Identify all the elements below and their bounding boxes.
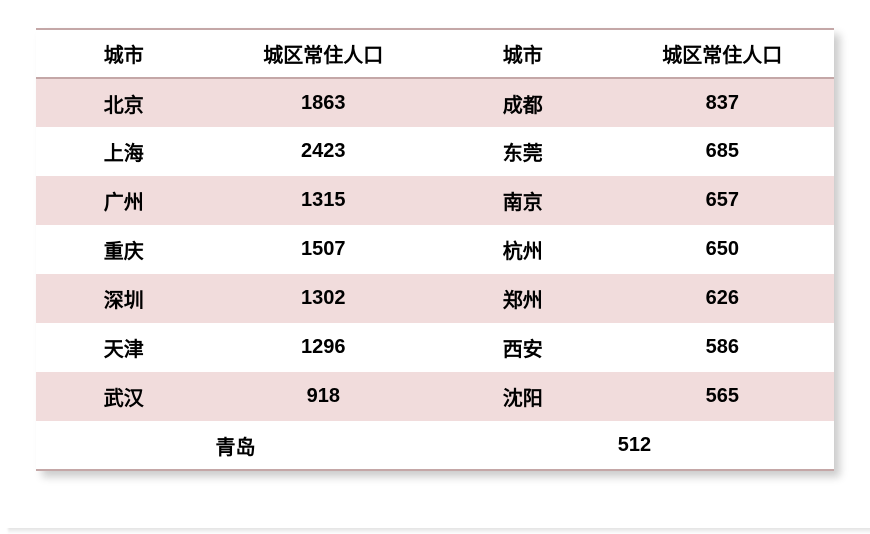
- cell-pop: 650: [611, 225, 834, 274]
- population-table: 城市 城区常住人口 城市 城区常住人口 北京 1863 成都 837 上海 24…: [36, 28, 834, 471]
- cell-city: 杭州: [435, 225, 611, 274]
- cell-pop: 657: [611, 176, 834, 225]
- cell-city: 深圳: [36, 274, 212, 323]
- table-row: 广州 1315 南京 657: [36, 176, 834, 225]
- table-row: 武汉 918 沈阳 565: [36, 372, 834, 421]
- cell-pop: 2423: [212, 127, 435, 176]
- cell-city-last: 青岛: [36, 421, 435, 470]
- cell-pop-last: 512: [435, 421, 834, 470]
- cell-pop: 1315: [212, 176, 435, 225]
- table-row: 上海 2423 东莞 685: [36, 127, 834, 176]
- col-city-right: 城市: [435, 29, 611, 78]
- table-row: 天津 1296 西安 586: [36, 323, 834, 372]
- cell-pop: 918: [212, 372, 435, 421]
- cell-city: 成都: [435, 78, 611, 127]
- cell-pop: 586: [611, 323, 834, 372]
- table-card: 城市 城区常住人口 城市 城区常住人口 北京 1863 成都 837 上海 24…: [36, 28, 834, 471]
- cell-city: 西安: [435, 323, 611, 372]
- table-body: 北京 1863 成都 837 上海 2423 东莞 685 广州 1315 南京…: [36, 78, 834, 470]
- cell-pop: 1863: [212, 78, 435, 127]
- cell-pop: 837: [611, 78, 834, 127]
- cell-city: 东莞: [435, 127, 611, 176]
- col-city-left: 城市: [36, 29, 212, 78]
- table-row: 北京 1863 成都 837: [36, 78, 834, 127]
- table-row: 重庆 1507 杭州 650: [36, 225, 834, 274]
- cell-city: 上海: [36, 127, 212, 176]
- cell-city: 武汉: [36, 372, 212, 421]
- cell-pop: 685: [611, 127, 834, 176]
- cell-pop: 1507: [212, 225, 435, 274]
- cell-city: 沈阳: [435, 372, 611, 421]
- table-row: 深圳 1302 郑州 626: [36, 274, 834, 323]
- cell-pop: 1296: [212, 323, 435, 372]
- cell-city: 南京: [435, 176, 611, 225]
- cell-city: 郑州: [435, 274, 611, 323]
- table-row-last: 青岛 512: [36, 421, 834, 470]
- col-pop-left: 城区常住人口: [212, 29, 435, 78]
- col-pop-right: 城区常住人口: [611, 29, 834, 78]
- cell-pop: 1302: [212, 274, 435, 323]
- cell-city: 北京: [36, 78, 212, 127]
- cell-city: 广州: [36, 176, 212, 225]
- cell-city: 天津: [36, 323, 212, 372]
- cell-city: 重庆: [36, 225, 212, 274]
- card-shadow: [8, 524, 870, 534]
- cell-pop: 626: [611, 274, 834, 323]
- cell-pop: 565: [611, 372, 834, 421]
- table-header-row: 城市 城区常住人口 城市 城区常住人口: [36, 29, 834, 78]
- page: 城市 城区常住人口 城市 城区常住人口 北京 1863 成都 837 上海 24…: [0, 0, 870, 528]
